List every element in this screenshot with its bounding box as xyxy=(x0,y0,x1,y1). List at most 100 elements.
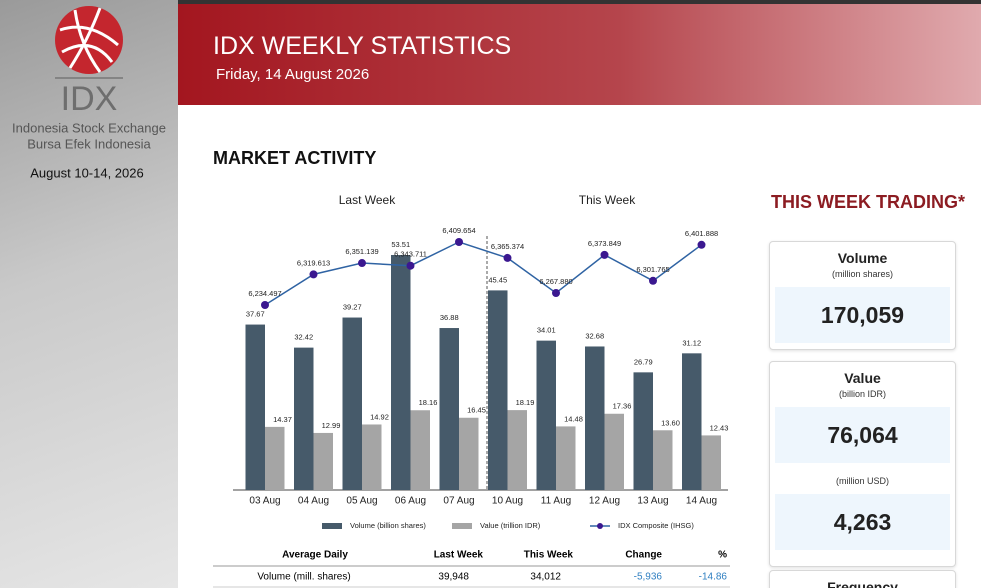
line-point xyxy=(697,240,706,249)
bar xyxy=(439,328,459,490)
org-name: Indonesia Stock Exchange xyxy=(12,120,166,135)
value-label: 13.60 xyxy=(661,418,680,427)
logo-lines xyxy=(59,7,119,73)
value-label: 6,301.765 xyxy=(636,265,669,274)
value-label: 6,351.139 xyxy=(345,247,378,256)
card-value: 4,263 xyxy=(775,494,950,550)
legend-label: Volume (billion shares) xyxy=(350,521,426,530)
value-label: 6,267.880 xyxy=(539,277,572,286)
bar xyxy=(536,340,556,490)
table-header: Average Daily xyxy=(282,550,348,561)
value-label: 12.99 xyxy=(322,421,341,430)
value-label: 32.42 xyxy=(294,333,313,342)
table-header: % xyxy=(718,550,727,561)
value-label: 39.27 xyxy=(343,303,362,312)
legend-label: Value (trillion IDR) xyxy=(480,521,541,530)
line xyxy=(264,241,702,306)
bar xyxy=(701,435,721,490)
bar xyxy=(653,430,673,490)
value-label: 6,401.888 xyxy=(685,229,718,238)
bar xyxy=(682,353,702,490)
line-point xyxy=(552,288,560,297)
line-point xyxy=(503,253,512,262)
header: IDX WEEKLY STATISTICS Friday, 14 August … xyxy=(178,4,981,105)
card-value: 76,064 xyxy=(775,407,950,463)
bar xyxy=(604,413,624,490)
top-bar xyxy=(0,0,981,4)
line-point xyxy=(309,270,318,279)
title: IDX WEEKLY STATISTICS xyxy=(213,32,512,60)
x-tick-label: 11 Aug xyxy=(541,496,571,507)
bar xyxy=(245,324,265,490)
org-name: Bursa Efek Indonesia xyxy=(27,136,151,151)
value-label: 14.48 xyxy=(564,414,583,423)
table-cell: -5,936 xyxy=(634,572,663,583)
table-header: This Week xyxy=(524,550,574,561)
x-tick-label: 07 Aug xyxy=(443,496,474,507)
x-tick-label: 13 Aug xyxy=(637,496,668,507)
value-label: 6,343.711 xyxy=(394,250,427,259)
table-cell: Volume (mill. shares) xyxy=(257,572,350,583)
value-label: 14.37 xyxy=(273,415,292,424)
value-label: 12.43 xyxy=(710,423,729,432)
value-label: 18.19 xyxy=(516,398,535,407)
card-label: Frequency xyxy=(827,579,898,588)
line-point xyxy=(455,238,463,246)
x-tick-label: 03 Aug xyxy=(249,496,280,507)
value-label: 6,234.497 xyxy=(248,289,281,298)
value-label: 31.12 xyxy=(682,338,701,347)
legend-swatch xyxy=(322,523,342,529)
bar xyxy=(507,410,527,490)
legend-swatch xyxy=(452,523,472,529)
value-label: 6,373.849 xyxy=(588,239,621,248)
value-label: 37.67 xyxy=(246,310,265,319)
x-tick-label: 06 Aug xyxy=(395,496,426,507)
bar xyxy=(391,255,411,490)
table-cell: -14.86 xyxy=(699,572,728,583)
bar xyxy=(362,424,382,490)
card-unit: (million USD) xyxy=(835,476,889,486)
card-value: 170,059 xyxy=(775,287,950,343)
value-label: 18.16 xyxy=(419,398,438,407)
line-point xyxy=(600,250,609,259)
bar xyxy=(459,417,479,490)
x-tick-label: 10 Aug xyxy=(492,496,523,507)
period: August 10-14, 2026 xyxy=(30,165,143,180)
value-label: 36.88 xyxy=(440,313,459,322)
group-label: Last Week xyxy=(339,193,396,207)
line-point xyxy=(649,276,657,285)
panel-title: THIS WEEK TRADING* xyxy=(770,192,965,212)
legend-swatch xyxy=(597,523,603,529)
table-header: Change xyxy=(625,550,662,561)
value-label: 6,409.654 xyxy=(442,226,475,235)
value-label: 16.45 xyxy=(467,406,486,415)
value-label: 32.68 xyxy=(585,331,604,340)
card: Volume (million shares) 170,059 xyxy=(769,241,956,350)
card: Frequency xyxy=(769,570,956,588)
card-unit: (billion IDR) xyxy=(838,389,886,399)
value-label: 26.79 xyxy=(634,357,653,366)
x-tick-label: 12 Aug xyxy=(589,496,620,507)
line-point xyxy=(358,259,366,268)
value-label: 6,319.613 xyxy=(297,258,330,267)
bar xyxy=(313,432,333,490)
value-label: 53.51 xyxy=(391,240,410,249)
card-label: Value xyxy=(844,370,881,386)
bar xyxy=(488,290,508,490)
x-tick-label: 04 Aug xyxy=(298,496,329,507)
line-point xyxy=(406,261,415,270)
card: Value (billion IDR) 76,064 (million USD)… xyxy=(769,361,956,567)
section-title: MARKET ACTIVITY xyxy=(213,148,377,168)
bar xyxy=(556,426,576,490)
card-unit: (million shares) xyxy=(831,269,893,279)
x-tick-label: 05 Aug xyxy=(346,496,377,507)
bar xyxy=(410,410,430,490)
value-label: 6,365.374 xyxy=(491,242,524,251)
value-label: 14.92 xyxy=(370,412,389,421)
bar xyxy=(585,346,605,490)
table-cell: 39,948 xyxy=(438,572,469,583)
bar xyxy=(294,347,314,490)
sidebar: IDX Indonesia Stock Exchange Bursa Efek … xyxy=(0,0,178,588)
